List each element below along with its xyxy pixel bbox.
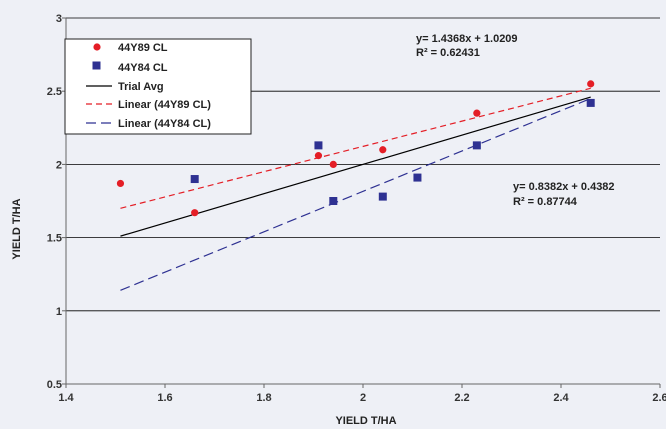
x-tick-label: 1.4 xyxy=(58,392,74,404)
equation-44Y84-line1: y= 0.8382x + 0.4382 xyxy=(513,181,615,193)
equation-44Y89-line1: y= 1.4368x + 1.0209 xyxy=(416,33,518,45)
x-axis-ticks: 1.4 1.6 1.8 2 2.2 2.4 2.6 xyxy=(58,384,666,404)
x-tick-label: 2 xyxy=(360,392,366,404)
x-tick-label: 2.2 xyxy=(454,392,469,404)
data-point-44y89-cl xyxy=(117,180,124,187)
data-point-44y84-cl xyxy=(473,141,481,149)
legend-label-trial-avg: Trial Avg xyxy=(118,81,164,93)
legend-symbol-44Y89 xyxy=(93,43,100,50)
x-tick-label: 2.4 xyxy=(553,392,569,404)
legend-label-linear-44Y89: Linear (44Y89 CL) xyxy=(118,99,211,111)
data-point-44y89-cl xyxy=(587,80,594,87)
x-axis-title: YIELD T/HA xyxy=(335,415,396,427)
y-axis-title: YIELD T/HA xyxy=(11,198,23,259)
legend-label-linear-44Y84: Linear (44Y84 CL) xyxy=(118,118,211,130)
data-point-44y89-cl xyxy=(315,152,322,159)
x-tick-label: 2.6 xyxy=(652,392,666,404)
legend-symbol-44Y84 xyxy=(93,62,101,70)
data-point-44y89-cl xyxy=(191,209,198,216)
legend-label-44Y84: 44Y84 CL xyxy=(118,62,168,74)
data-point-44y89-cl xyxy=(330,161,337,168)
y-tick-label: 0.5 xyxy=(47,379,62,391)
data-point-44y84-cl xyxy=(379,193,387,201)
equation-44Y84-line2: R² = 0.87744 xyxy=(513,196,578,208)
data-point-44y89-cl xyxy=(473,110,480,117)
y-tick-label: 1.5 xyxy=(47,233,62,245)
data-point-44y84-cl xyxy=(587,99,595,107)
x-tick-label: 1.6 xyxy=(157,392,172,404)
legend-label-44Y89: 44Y89 CL xyxy=(118,42,168,54)
data-point-44y84-cl xyxy=(413,174,421,182)
y-axis-ticks: 0.5 1 1.5 2 2.5 3 xyxy=(47,13,66,391)
data-point-44y84-cl xyxy=(329,197,337,205)
equation-44Y89-line2: R² = 0.62431 xyxy=(416,47,480,59)
y-tick-label: 3 xyxy=(56,13,62,25)
data-point-44y84-cl xyxy=(314,141,322,149)
y-tick-label: 2 xyxy=(56,159,62,171)
y-tick-label: 1 xyxy=(56,306,62,318)
legend: 44Y89 CL 44Y84 CL Trial Avg Linear (44Y8… xyxy=(65,39,251,134)
data-point-44y84-cl xyxy=(191,175,199,183)
x-tick-label: 1.8 xyxy=(256,392,271,404)
data-point-44y89-cl xyxy=(379,146,386,153)
y-tick-label: 2.5 xyxy=(47,86,62,98)
